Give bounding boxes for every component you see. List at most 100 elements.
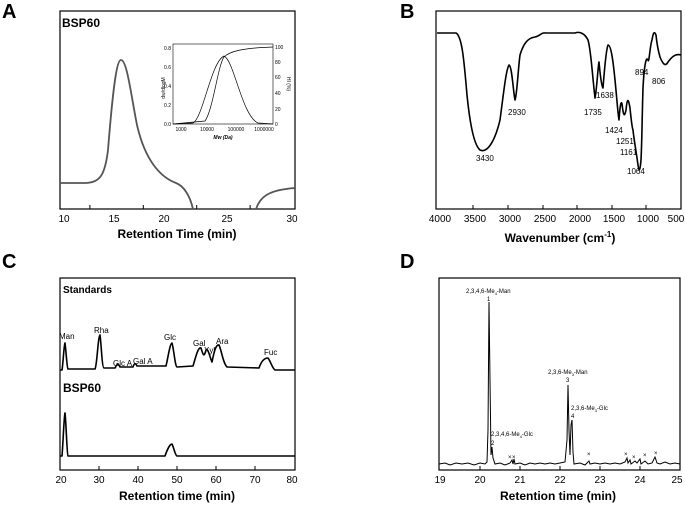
- panel-d-peak3-name: 2,3,6-Me3-Man: [548, 370, 588, 377]
- panel-d-marker-6: ×: [643, 453, 647, 459]
- panel-d-peak1-name: 2,3,4,6-Me4-Man: [466, 289, 511, 296]
- panel-d-xtick-20: 20: [474, 475, 486, 486]
- panel-d-peak2-id: 2: [491, 441, 495, 447]
- panel-c-xtick-50: 50: [171, 475, 183, 486]
- panel-a-inset-xtick-3: 1000000: [254, 127, 274, 133]
- panel-c-bsp60-curve: [60, 412, 295, 457]
- panel-a-inset-ytick-right-4: 80: [275, 60, 281, 66]
- panel-a-inset-xtick-1: 10000: [200, 127, 214, 133]
- panel-c-series-bsp60: BSP60: [63, 381, 101, 395]
- panel-c-xtick-20: 20: [55, 475, 67, 486]
- panel-d-peak1-id: 1: [487, 297, 491, 303]
- panel-c-frame: [59, 277, 296, 471]
- panel-d-xtick-24: 24: [634, 475, 646, 486]
- panel-b-x-ticks: [472, 205, 647, 209]
- panel-b-xtick-1000: 1000: [637, 214, 660, 225]
- panel-b-ftir-curve: [437, 31, 682, 171]
- panel-d-peak4-name: 2,3,6-Me3-Glc: [571, 406, 608, 413]
- panel-a-inset-frame: [172, 43, 274, 125]
- panel-d-minor-markers: × × × × × × ×: [508, 451, 658, 461]
- panel-c-peak-ara: Ara: [216, 337, 229, 346]
- panel-b-peak-1064: 1064: [627, 167, 645, 176]
- panel-c-x-ticks: [98, 466, 256, 470]
- panel-d-marker-1: ×: [508, 455, 512, 461]
- panel-a-inset-xtick-2: 100000: [228, 127, 245, 133]
- panel-c-series-standards: Standards: [63, 285, 112, 296]
- panel-c-peak-gal: Gal: [193, 339, 206, 348]
- panel-d-marker-5: ×: [632, 455, 636, 461]
- panel-b-peak-894: 894: [635, 68, 649, 77]
- panel-c-peak-xyl: Xyl: [204, 346, 215, 355]
- panel-a-xlabel: Retention Time (min): [117, 227, 236, 241]
- panel-a-inset-ytick-right-1: 20: [275, 107, 281, 113]
- panel-a-gpc-curve: [60, 59, 296, 210]
- panel-a-xtick-25: 25: [221, 214, 233, 225]
- panel-b-xtick-3500: 3500: [464, 214, 487, 225]
- panel-d-xtick-23: 23: [594, 475, 606, 486]
- panel-a-inset-xlabel: Mw (Da): [213, 135, 233, 141]
- panel-a-inset-ytick-left-1: 0.2: [164, 103, 171, 109]
- panel-d-xtick-25: 25: [671, 475, 683, 486]
- panel-b-xtick-3000: 3000: [499, 214, 522, 225]
- panel-a-inset-ytick-right-5: 100: [275, 45, 284, 51]
- panel-c-standards-curve: [60, 334, 295, 371]
- panel-b-peak-2930: 2930: [508, 108, 526, 117]
- panel-b-xtick-4000: 4000: [429, 214, 452, 225]
- panel-a-inset-ytick-left-4: 0.8: [164, 46, 171, 52]
- panel-d-xtick-21: 21: [514, 475, 526, 486]
- panel-d-marker-2: ×: [512, 455, 516, 461]
- panel-label-a: A: [2, 1, 16, 23]
- panel-a-series-label: BSP60: [62, 16, 100, 30]
- panel-d-x-ticks: [479, 466, 641, 470]
- panel-c-xtick-80: 80: [286, 475, 298, 486]
- panel-b-peak-1735: 1735: [584, 108, 602, 117]
- panel-d-xtick-22: 22: [554, 475, 566, 486]
- panel-a-xtick-20: 20: [158, 214, 170, 225]
- panel-d-xlabel: Retention time (min): [500, 489, 616, 503]
- panel-c-peak-rha: Rha: [94, 326, 109, 335]
- panel-d-marker-3: ×: [587, 452, 591, 458]
- panel-c-peak-man: Man: [59, 332, 75, 341]
- panel-label-c: C: [2, 251, 16, 273]
- panel-a-xtick-30: 30: [286, 214, 298, 225]
- panel-a-inset-dist-curve: [172, 55, 274, 125]
- panel-c-peak-gala: Gal A: [133, 357, 153, 366]
- panel-a-x-ticks: [89, 205, 251, 209]
- panel-c-xtick-30: 30: [93, 475, 105, 486]
- panel-b-xtick-500: 500: [668, 214, 685, 225]
- panel-b-xtick-2000: 2000: [569, 214, 592, 225]
- panel-d-peak4-id: 4: [571, 414, 575, 420]
- panel-c-xtick-60: 60: [210, 475, 222, 486]
- panel-a-inset-hi-curve: [172, 46, 274, 125]
- panel-b-xtick-1500: 1500: [603, 214, 626, 225]
- panel-label-d: D: [400, 251, 414, 273]
- panel-a-xtick-15: 15: [108, 214, 120, 225]
- panel-c-peak-glc: Glc: [164, 333, 176, 342]
- panel-a-inset-ytick-right-0: 0: [275, 122, 278, 128]
- panel-a-inset-ytick-left-2: 0.4: [164, 84, 171, 90]
- panel-b-xtick-2500: 2500: [534, 214, 557, 225]
- panel-c-peak-glca: Glc A: [113, 359, 133, 368]
- panel-d-gc-curve: [438, 301, 681, 466]
- panel-d-xtick-19: 19: [434, 475, 446, 486]
- panel-b-peak-1251: 1251: [616, 137, 634, 146]
- panel-a-xtick-10: 10: [58, 214, 70, 225]
- panel-b-peak-3430: 3430: [476, 154, 494, 163]
- panel-d-peak2-name: 2,3,4,6-Me4-Glc: [491, 432, 533, 439]
- panel-a-inset-ytick-left-0: 0.0: [164, 122, 171, 128]
- panel-c-xtick-40: 40: [132, 475, 144, 486]
- panel-a-inset-ytick-left-3: 0.6: [164, 65, 171, 71]
- panel-a-inset-ytick-right-2: 40: [275, 91, 281, 97]
- panel-a-inset-ylabel-right: HI (%): [285, 77, 291, 92]
- panel-d-marker-7: ×: [654, 451, 658, 457]
- panel-b-xlabel: Wavenumber (cm-1): [505, 230, 616, 245]
- panel-a-inset-xtick-0: 1000: [175, 127, 186, 133]
- panel-b-peak-806: 806: [652, 77, 666, 86]
- panel-d-marker-4: ×: [624, 452, 628, 458]
- panel-a-inset-ylabel-left: dw/dlogM: [161, 77, 167, 98]
- panel-b-peak-1638: 1638: [596, 91, 614, 100]
- panel-b-frame: [435, 10, 682, 210]
- panel-c-xtick-70: 70: [249, 475, 261, 486]
- panel-d-peak3-id: 3: [566, 378, 570, 384]
- panel-c-peak-fuc: Fuc: [264, 348, 277, 357]
